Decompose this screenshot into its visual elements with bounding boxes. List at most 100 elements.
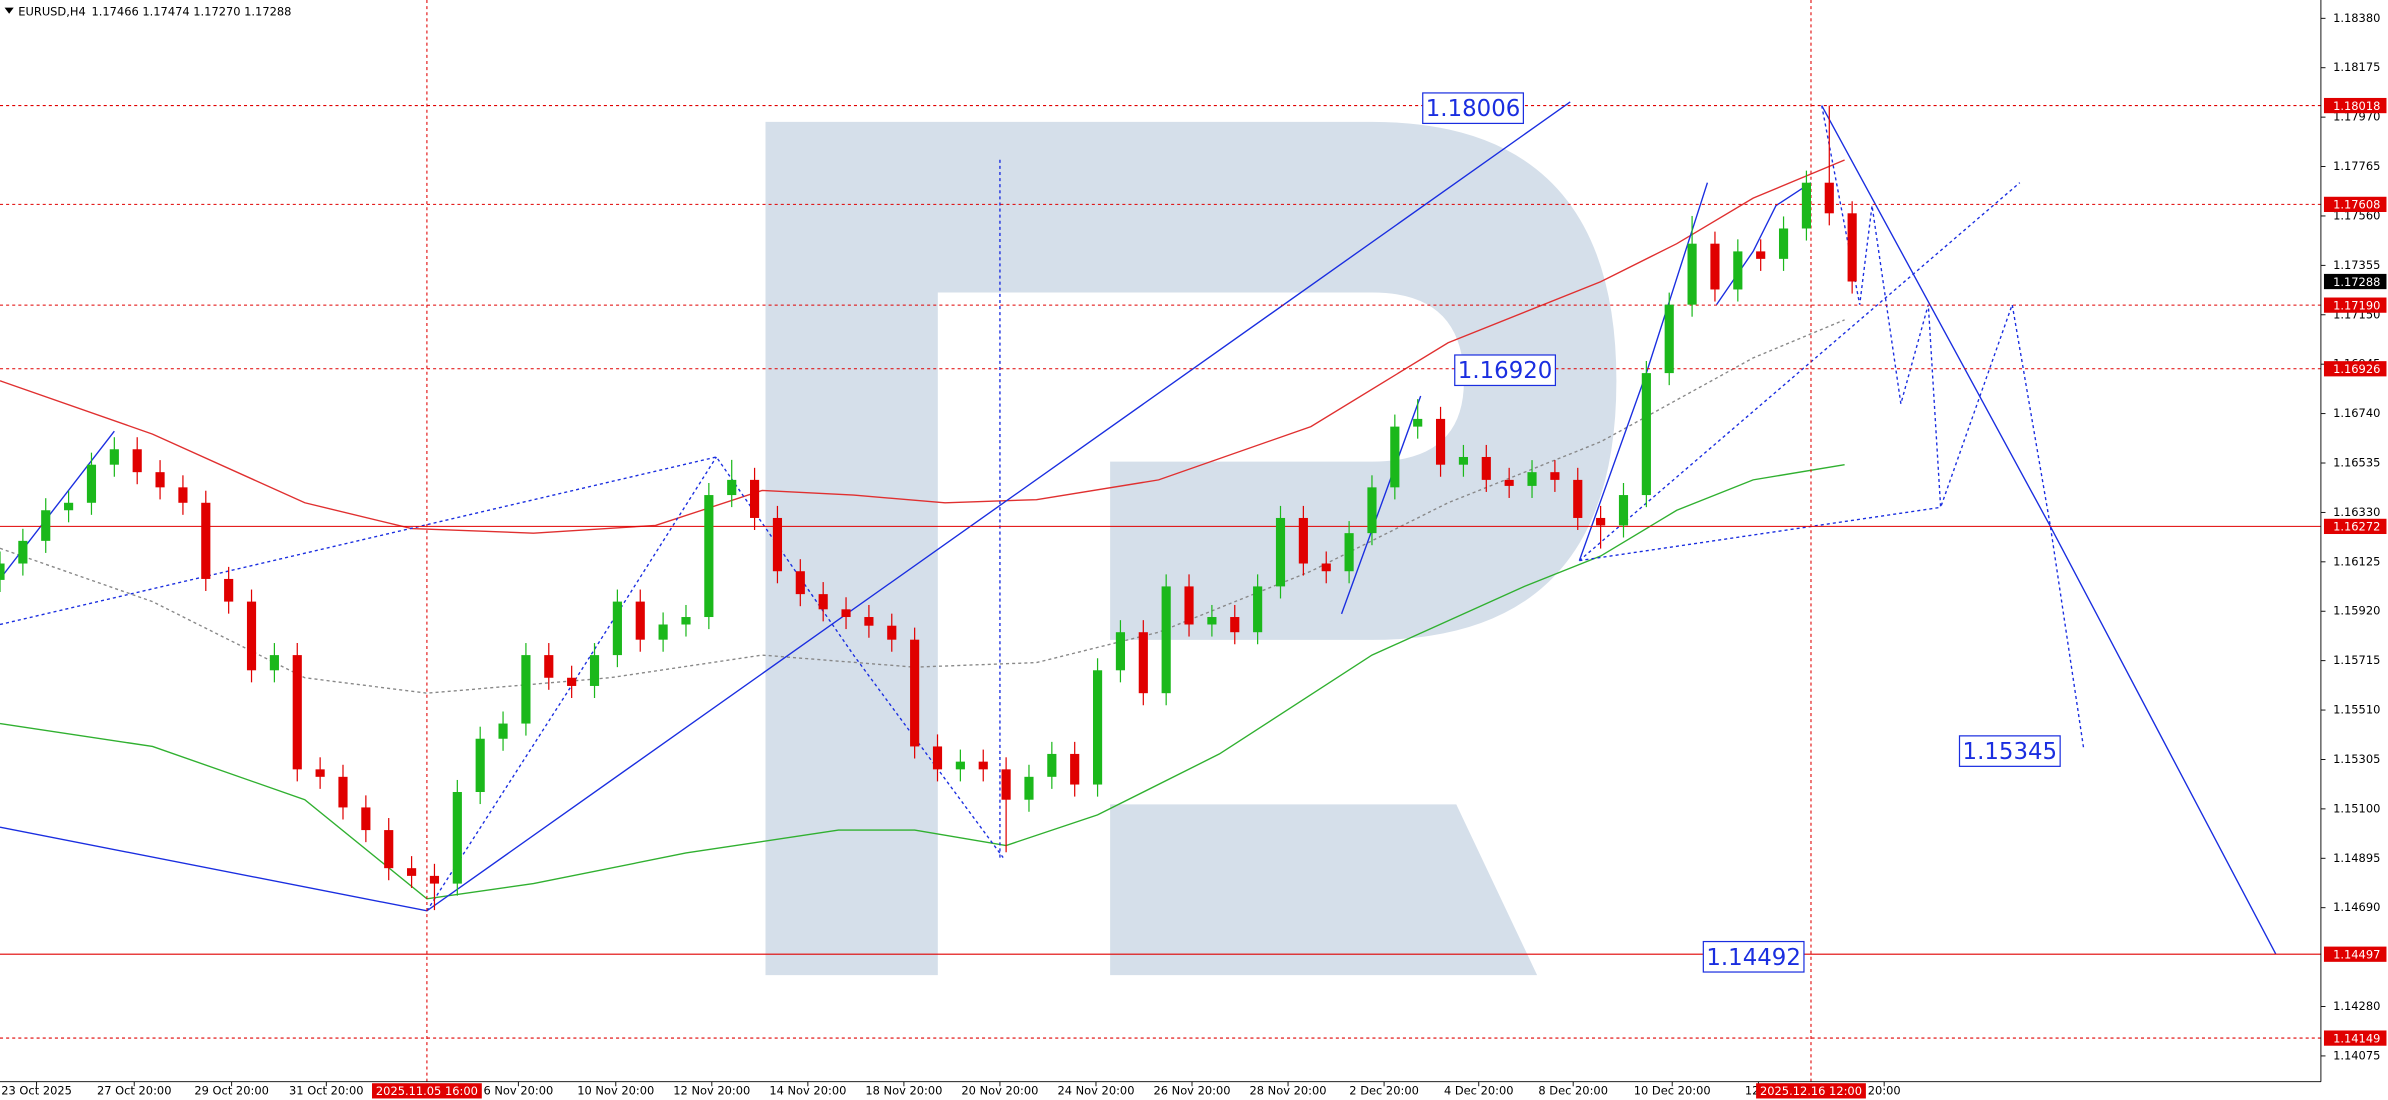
candle-body	[407, 868, 417, 876]
candle-body	[1824, 182, 1834, 214]
x-tick-label: 12 Nov 20:00	[673, 1083, 750, 1097]
candle-body	[246, 601, 257, 671]
candle-body	[1435, 418, 1446, 465]
x-tick-label: 6 Nov 20:00	[483, 1083, 553, 1097]
candle-body	[1801, 182, 1811, 229]
candle-body	[955, 761, 965, 770]
candle-body	[932, 746, 943, 770]
x-tick-label: 2 Dec 20:00	[1349, 1083, 1419, 1097]
y-tick-label: 1.16535	[2333, 456, 2380, 470]
candle-body	[1115, 632, 1126, 671]
x-tick-label: 10 Dec 20:00	[1634, 1083, 1711, 1097]
overlay-line	[1578, 182, 2021, 562]
price-box-label: 1.16272	[2333, 520, 2380, 534]
time-box	[372, 1083, 482, 1099]
x-tick-label: 31 Oct 20:00	[289, 1083, 364, 1097]
candle-body	[1092, 670, 1103, 785]
price-box-label: 1.18018	[2333, 99, 2380, 113]
candle-body	[1390, 426, 1400, 488]
axes: 1.183801.181751.179701.177651.175601.173…	[1, 11, 2387, 1099]
candle-body	[498, 723, 508, 739]
candle-body	[1573, 479, 1583, 518]
quote: 1.17466 1.17474 1.17270 1.17288	[91, 5, 291, 19]
candle-body	[681, 617, 691, 625]
candle-body	[1367, 487, 1377, 534]
x-tick-label: 28 Nov 20:00	[1250, 1083, 1327, 1097]
candle-body	[818, 594, 828, 610]
candle-body	[1733, 251, 1743, 290]
candle-body	[384, 830, 394, 869]
annotation-box	[1422, 92, 1524, 125]
time-box-label: 2025.11.05 16:00	[376, 1084, 478, 1098]
price-box	[2323, 196, 2387, 213]
candle-body	[727, 479, 737, 496]
watermark-logo	[765, 121, 1617, 976]
symbol: EURUSD,H4	[18, 5, 85, 19]
overlay-line	[0, 456, 1004, 858]
x-tick-label: 26 Nov 20:00	[1153, 1083, 1230, 1097]
candle-body	[1230, 617, 1240, 633]
annotation-box	[1454, 354, 1557, 387]
y-tick-label: 1.14280	[2333, 999, 2380, 1013]
y-tick-label: 1.16740	[2333, 406, 2380, 420]
y-tick-label: 1.16330	[2333, 505, 2380, 519]
x-tick-label: 27 Oct 20:00	[97, 1083, 172, 1097]
candle-body	[841, 609, 851, 618]
price-box	[2323, 1030, 2387, 1046]
price-box	[2323, 946, 2387, 962]
y-tick-label: 1.14690	[2333, 900, 2380, 914]
y-tick-label: 1.15305	[2333, 752, 2380, 766]
candle-body	[1275, 517, 1286, 587]
x-tick-label: 29 Oct 20:00	[194, 1083, 269, 1097]
candle-body	[704, 495, 714, 618]
candle-body	[978, 761, 988, 770]
candle-body	[1321, 563, 1331, 572]
x-tick-label: 14 Nov 20:00	[769, 1083, 846, 1097]
y-tick-label: 1.14075	[2333, 1048, 2380, 1062]
candle-body	[1641, 373, 1651, 496]
menu-arrow[interactable]	[4, 7, 14, 14]
candle-body	[772, 517, 783, 572]
x-tick-label: 18 Nov 20:00	[865, 1083, 942, 1097]
overlay-line	[0, 159, 1845, 534]
price-box	[2323, 361, 2387, 377]
candle-body	[452, 792, 462, 884]
candle-body	[1298, 517, 1308, 564]
annotation-label: 1.16920	[1458, 358, 1553, 384]
candle-body	[887, 625, 897, 640]
candle-body	[1458, 456, 1469, 465]
candle-body	[201, 502, 211, 579]
annotation-label: 1.18006	[1426, 96, 1521, 122]
y-tick-label: 1.15715	[2333, 653, 2380, 667]
candle-body	[109, 449, 119, 465]
y-tick-label: 1.17355	[2333, 258, 2380, 272]
x-tick-label: 8 Dec 20:00	[1538, 1083, 1608, 1097]
candle-body	[1001, 769, 1011, 800]
candle-body	[521, 655, 531, 724]
plot-area: 1.18006 1.16920 1.15345 1.14492	[0, 0, 2321, 1082]
candle-body	[1664, 304, 1674, 374]
candle-body	[315, 769, 325, 777]
candle-body	[612, 601, 622, 656]
y-tick-label: 1.15920	[2333, 604, 2380, 618]
price-box-label: 1.17608	[2333, 198, 2380, 212]
candle-body	[544, 655, 554, 678]
x-tick-label: 23 Oct 2025	[1, 1083, 72, 1097]
candle-body	[475, 738, 485, 793]
price-box	[2323, 273, 2387, 290]
candle-body	[429, 875, 440, 884]
candle-body	[361, 807, 371, 831]
candle-body	[1207, 617, 1217, 625]
candle-body	[910, 639, 920, 747]
annotation-label: 1.15345	[1963, 739, 2058, 765]
candle-body	[1710, 243, 1720, 290]
price-box-label: 1.14497	[2333, 947, 2380, 961]
candle-body	[1070, 753, 1080, 785]
candle-body	[1024, 776, 1034, 800]
annotation-label: 1.14492	[1706, 945, 1801, 971]
candle-body	[589, 655, 600, 686]
candle-body	[567, 677, 577, 686]
y-tick-label: 1.18380	[2333, 11, 2380, 25]
